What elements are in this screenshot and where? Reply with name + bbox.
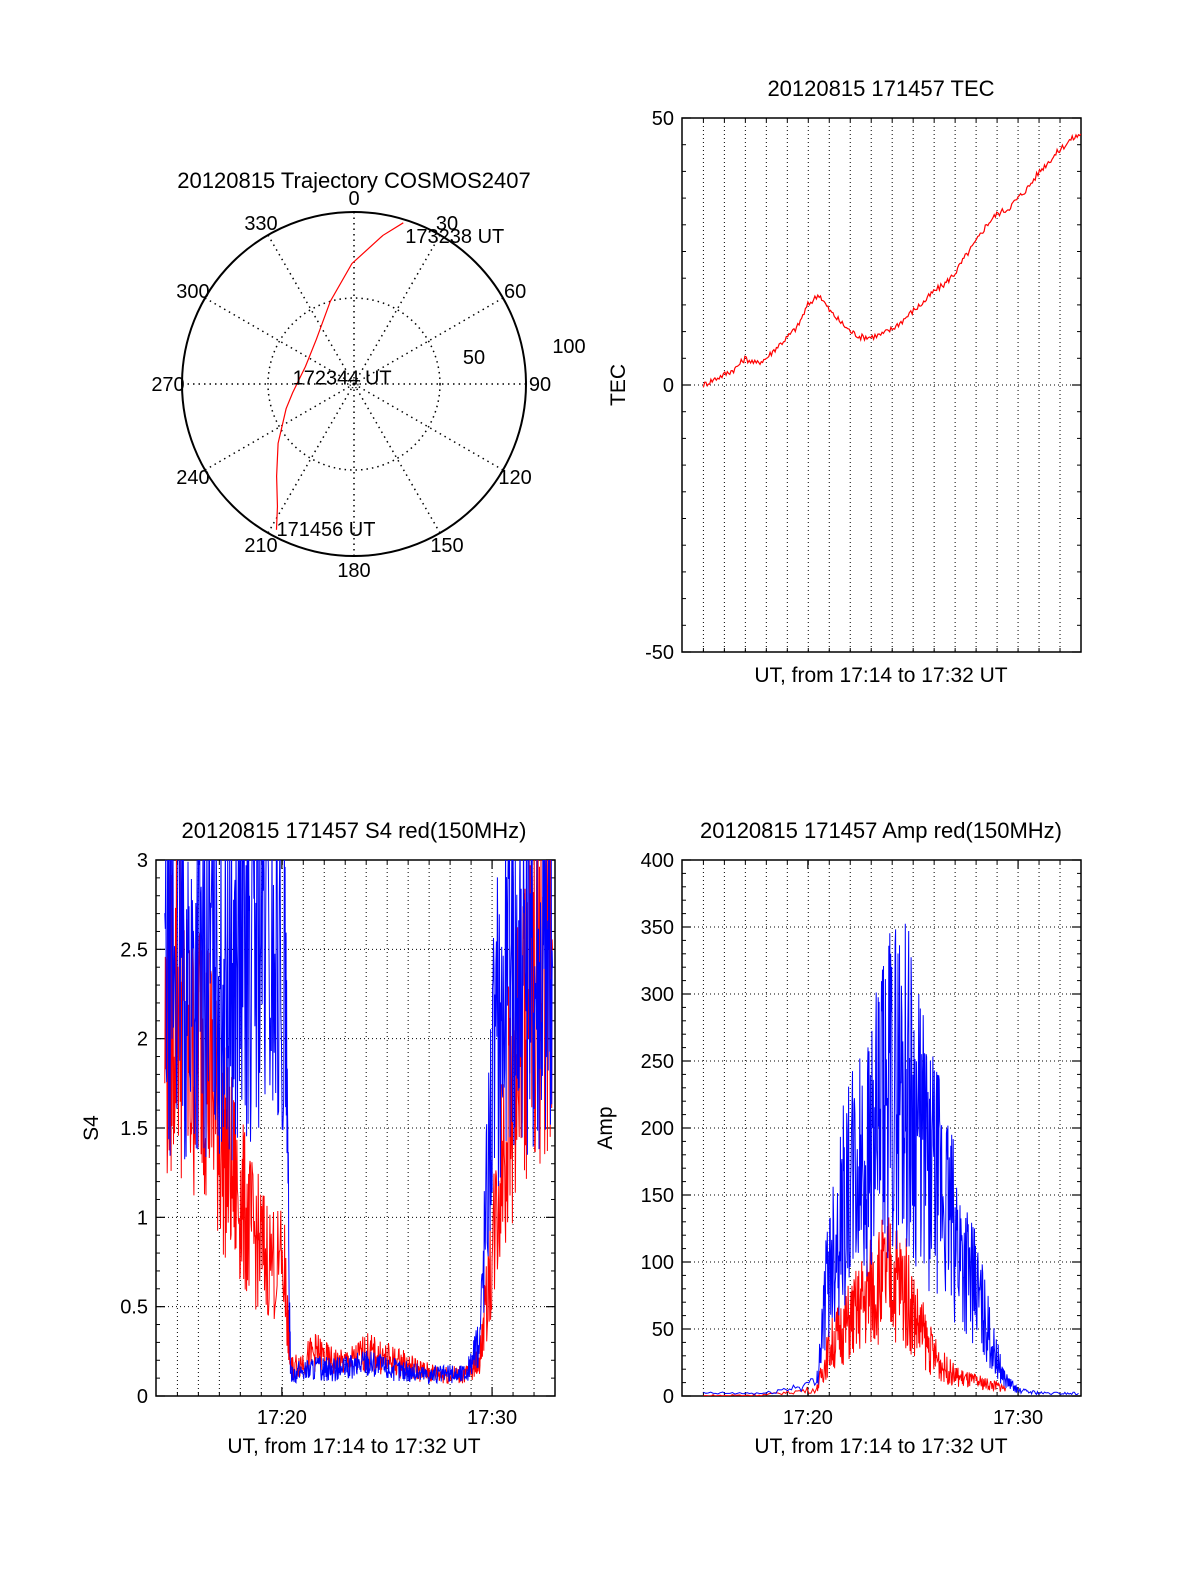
amp-ytick-label: 400 (641, 850, 674, 872)
s4-ytick-label: 2.5 (120, 939, 148, 961)
s4-ytick-label: 1.5 (120, 1118, 148, 1140)
polar-trajectory-line (275, 222, 404, 530)
tec-panel: 20120815 171457 TEC UT, from 17:14 to 17… (607, 76, 1082, 687)
tec-ylabel: TEC (607, 364, 630, 406)
s4-panel: 20120815 171457 S4 red(150MHz) UT, from … (80, 818, 556, 1458)
polar-radial-label: 100 (552, 336, 585, 358)
polar-angle-label: 270 (151, 374, 184, 396)
s4-ytick-label: 3 (137, 850, 148, 872)
polar-grid-circle (267, 297, 441, 471)
polar-center-marker (349, 379, 359, 389)
polar-angle-label: 330 (244, 213, 277, 235)
s4-title: 20120815 171457 S4 red(150MHz) (182, 818, 527, 843)
amp-panel: 20120815 171457 Amp red(150MHz) UT, from… (594, 818, 1082, 1458)
tec-series-red (702, 133, 1081, 388)
tec-axes-frame (681, 117, 1082, 653)
polar-annotation: 171456 UT (276, 519, 375, 541)
s4-series-red (164, 860, 553, 1384)
amp-series-blue (703, 923, 1079, 1396)
s4-ytick-label: 0 (137, 1386, 148, 1408)
polar-spoke (267, 234, 355, 385)
polar-spoke (204, 297, 355, 385)
s4-ytick-label: 0.5 (120, 1297, 148, 1319)
amp-ytick-label: 250 (641, 1051, 674, 1073)
s4-xtick-label: 17:30 (467, 1407, 517, 1429)
amp-ytick-label: 50 (652, 1319, 674, 1341)
polar-annotation: 173238 UT (405, 226, 504, 248)
polar-outer-circle (181, 211, 527, 557)
polar-angle-label: 240 (176, 467, 209, 489)
amp-title: 20120815 171457 Amp red(150MHz) (700, 818, 1062, 843)
polar-angle-label: 90 (529, 374, 551, 396)
s4-xlabel: UT, from 17:14 to 17:32 UT (227, 1435, 480, 1458)
tec-title: 20120815 171457 TEC (767, 76, 994, 101)
amp-ytick-label: 100 (641, 1252, 674, 1274)
amp-series-red (703, 1217, 1006, 1396)
polar-angle-label: 60 (504, 281, 526, 303)
amp-ytick-label: 150 (641, 1185, 674, 1207)
polar-spoke (204, 383, 355, 471)
amp-ytick-label: 0 (663, 1386, 674, 1408)
amp-ylabel: Amp (594, 1106, 617, 1149)
polar-angle-label: 30 (436, 213, 458, 235)
s4-ytick-label: 1 (137, 1207, 148, 1229)
polar-angle-label: 300 (176, 281, 209, 303)
tec-xlabel: UT, from 17:14 to 17:32 UT (754, 664, 1007, 687)
amp-ytick-label: 200 (641, 1118, 674, 1140)
amp-xtick-label: 17:20 (783, 1407, 833, 1429)
polar-angle-label: 0 (348, 188, 359, 210)
amp-xtick-label: 17:30 (993, 1407, 1043, 1429)
polar-title: 20120815 Trajectory COSMOS2407 (177, 168, 530, 193)
polar-angle-label: 120 (498, 467, 531, 489)
polar-trajectory-panel: 20120815 Trajectory COSMOS2407 0 30 60 90 12… (151, 168, 585, 582)
polar-spoke (267, 383, 355, 534)
polar-spoke (353, 383, 504, 471)
amp-ytick-label: 300 (641, 984, 674, 1006)
polar-spoke (353, 383, 441, 534)
s4-xtick-label: 17:20 (257, 1407, 307, 1429)
amp-xlabel: UT, from 17:14 to 17:32 UT (754, 1435, 1007, 1458)
amp-ytick-label: 350 (641, 917, 674, 939)
polar-angle-label: 210 (244, 535, 277, 557)
polar-angle-label: 150 (430, 535, 463, 557)
tec-ytick-label: 50 (652, 108, 674, 130)
s4-series-blue (164, 860, 553, 1385)
s4-ylabel: S4 (80, 1115, 103, 1141)
s4-ytick-label: 2 (137, 1029, 148, 1051)
tec-ytick-label: -50 (645, 642, 674, 664)
tec-ytick-label: 0 (663, 375, 674, 397)
polar-angle-label: 180 (337, 560, 370, 582)
polar-spoke (353, 234, 441, 385)
polar-annotation: 172344 UT (293, 368, 392, 390)
polar-radial-label: 50 (463, 347, 485, 369)
polar-spoke (353, 297, 504, 385)
